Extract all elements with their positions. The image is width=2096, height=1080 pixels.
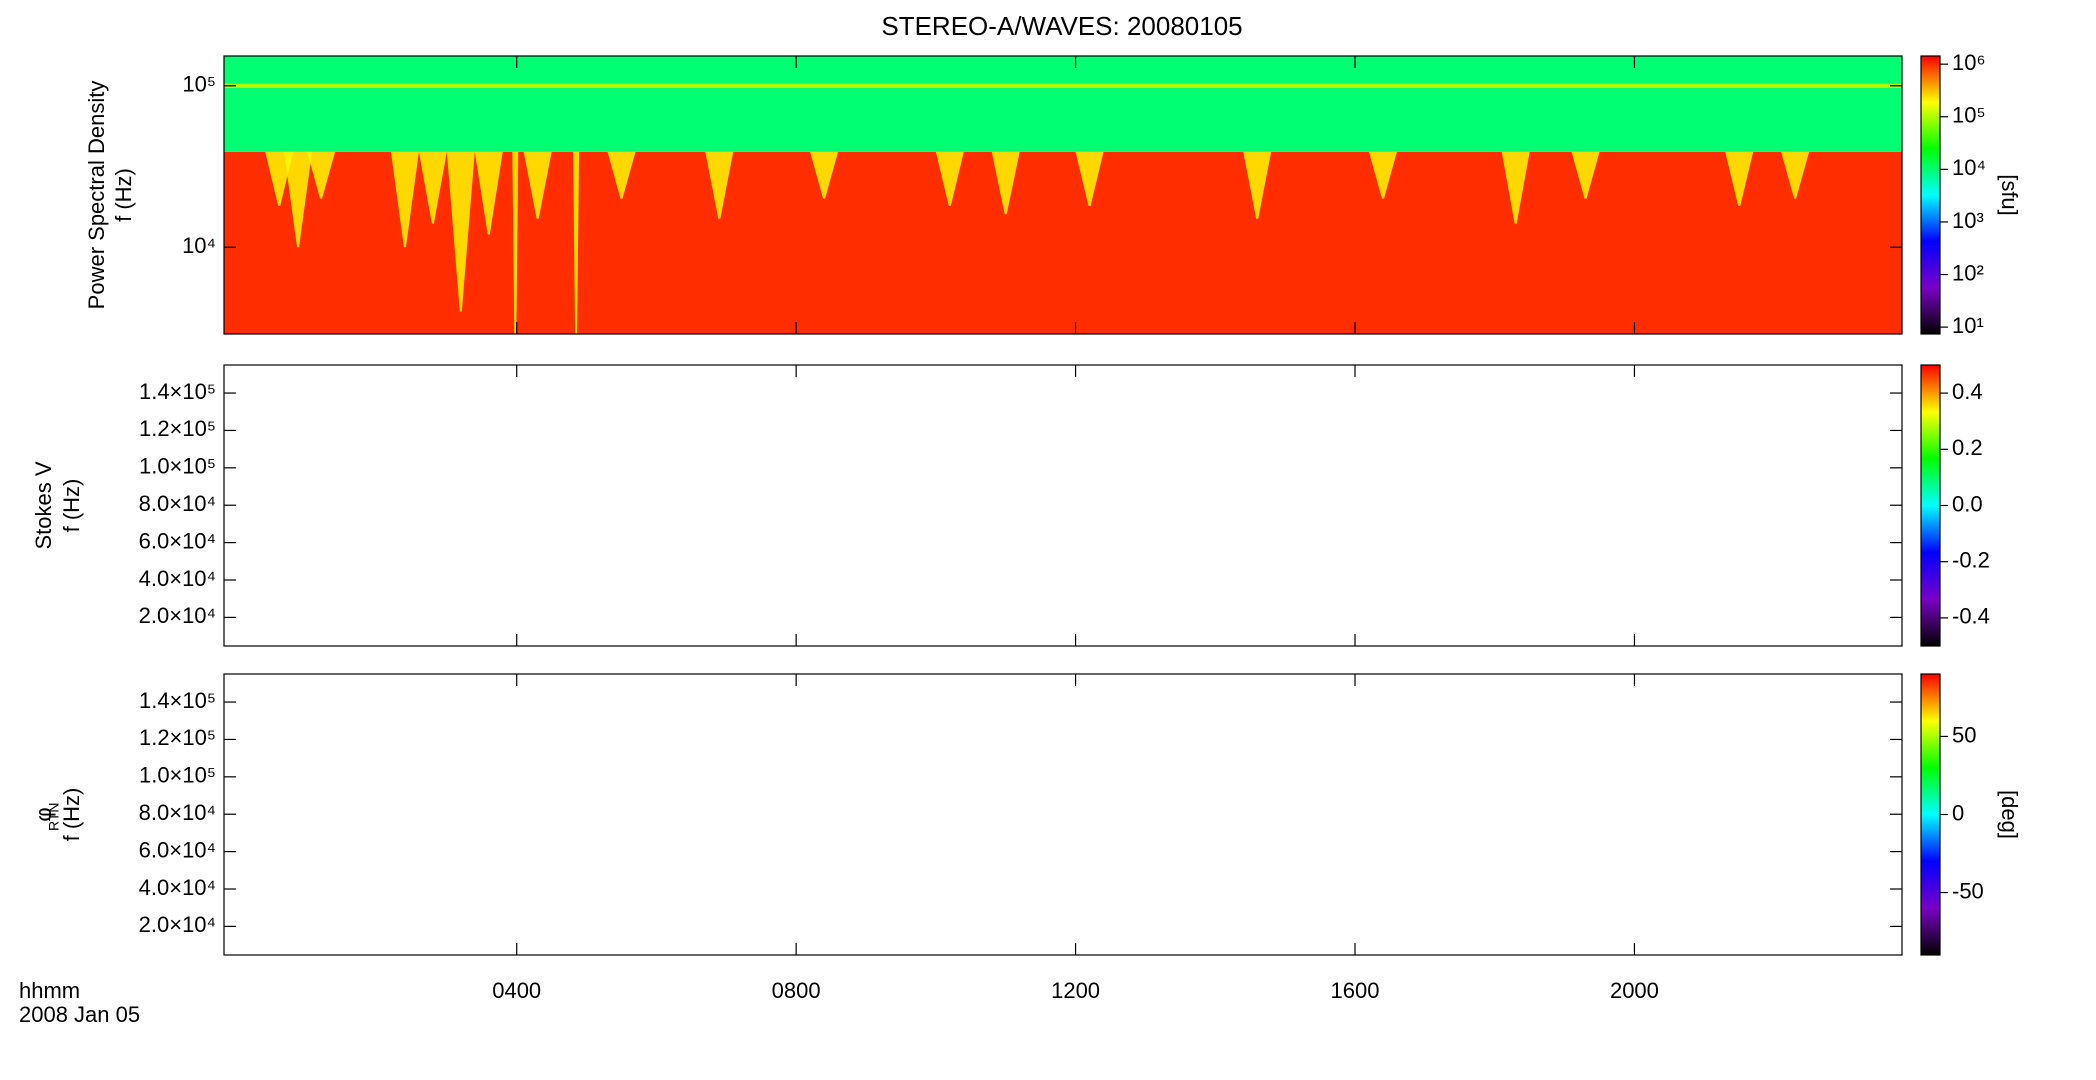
colorbar-tick-label: 10⁵ (1952, 103, 1986, 128)
x-tick-label: 1200 (1051, 978, 1100, 1003)
spectral-finger (1781, 151, 1810, 199)
y-tick-label: 1.2×10⁵ (139, 725, 216, 750)
x-axis-sublabel: 2008 Jan 05 (19, 1002, 140, 1027)
colorbar-tick-label: -0.2 (1952, 548, 1990, 573)
colorbar-tick-label: -50 (1952, 878, 1984, 903)
spectral-finger (607, 151, 636, 199)
y-tick-label: 2.0×10⁴ (139, 912, 216, 937)
colorbar-tick-label: 0.4 (1952, 379, 1983, 404)
spectral-finger (810, 151, 839, 199)
colorbar-tick-label: 10⁴ (1952, 155, 1986, 180)
y-tick-label: 8.0×10⁴ (139, 491, 216, 516)
spectral-finger (474, 151, 503, 235)
x-tick-label: 2000 (1610, 978, 1659, 1003)
spectral-finger (307, 151, 336, 199)
colorbar-tick-label: 0.2 (1952, 435, 1983, 460)
spectral-finger (1243, 151, 1272, 219)
colorbar-tick-label: 10³ (1952, 208, 1984, 233)
colorbar (1920, 55, 1941, 335)
heatmap-band (224, 83, 1902, 88)
spectral-finger (1501, 151, 1530, 224)
colorbar-tick-label: 0 (1952, 800, 1964, 825)
y-axis-label: Power Spectral Density (84, 81, 109, 310)
y-tick-label: 1.4×10⁵ (139, 688, 216, 713)
x-tick-label: 0800 (772, 978, 821, 1003)
y-tick-label: 6.0×10⁴ (139, 528, 216, 553)
y-axis-label: f (Hz) (59, 479, 84, 533)
plot-frame (223, 364, 1903, 647)
spectral-finger (1571, 151, 1600, 199)
colorbar (1920, 364, 1941, 647)
colorbar-tick-label: 10² (1952, 260, 1984, 285)
y-tick-label: 10⁴ (182, 233, 216, 258)
x-axis-label: hhmm (19, 978, 80, 1003)
spectral-finger (418, 151, 447, 224)
y-tick-label: 4.0×10⁴ (139, 875, 216, 900)
spectral-finger (523, 151, 552, 219)
heatmap-band (224, 151, 1902, 334)
y-tick-label: 1.0×10⁵ (139, 763, 216, 788)
colorbar-tick-label: 0.0 (1952, 491, 1983, 516)
chart-title: STEREO-A/WAVES: 20080105 (881, 11, 1242, 41)
y-tick-label: 2.0×10⁴ (139, 603, 216, 628)
spectral-finger (1075, 151, 1104, 207)
y-axis-label: f (Hz) (111, 168, 136, 222)
spectral-finger (390, 151, 419, 248)
heatmap-band (224, 56, 1902, 152)
y-axis-label: f (Hz) (59, 788, 84, 842)
spectral-finger (935, 151, 964, 207)
y-tick-label: 4.0×10⁴ (139, 566, 216, 591)
spectral-finger (991, 151, 1020, 215)
y-axis-label: φ (31, 807, 56, 821)
y-axis-label-subscript: RTN (46, 803, 62, 832)
x-tick-label: 0400 (492, 978, 541, 1003)
plot-frame (223, 55, 1903, 335)
colorbar-tick-label: 50 (1952, 722, 1976, 747)
y-tick-label: 8.0×10⁴ (139, 800, 216, 825)
y-axis-label: Stokes V (31, 461, 56, 549)
spectral-finger (1725, 151, 1754, 207)
colorbar (1920, 673, 1941, 956)
spectral-finger (705, 151, 734, 219)
y-tick-label: 1.0×10⁵ (139, 454, 216, 479)
colorbar-label: [deg] (1997, 790, 2022, 839)
plot-frame (223, 673, 1903, 956)
colorbar-tick-label: 10⁶ (1952, 50, 1986, 75)
spectral-finger (512, 151, 519, 334)
colorbar-tick-label: 10¹ (1952, 313, 1984, 338)
spectral-finger (1368, 151, 1397, 199)
spectral-finger (446, 151, 475, 312)
colorbar-label: [sfu] (1997, 174, 2022, 216)
colorbar-tick-label: -0.4 (1952, 604, 1990, 629)
spectral-finger (284, 151, 313, 248)
y-tick-label: 6.0×10⁴ (139, 837, 216, 862)
y-tick-label: 10⁵ (182, 72, 216, 97)
spectral-finger (573, 151, 580, 334)
y-tick-label: 1.2×10⁵ (139, 416, 216, 441)
x-tick-label: 1600 (1331, 978, 1380, 1003)
y-tick-label: 1.4×10⁵ (139, 379, 216, 404)
